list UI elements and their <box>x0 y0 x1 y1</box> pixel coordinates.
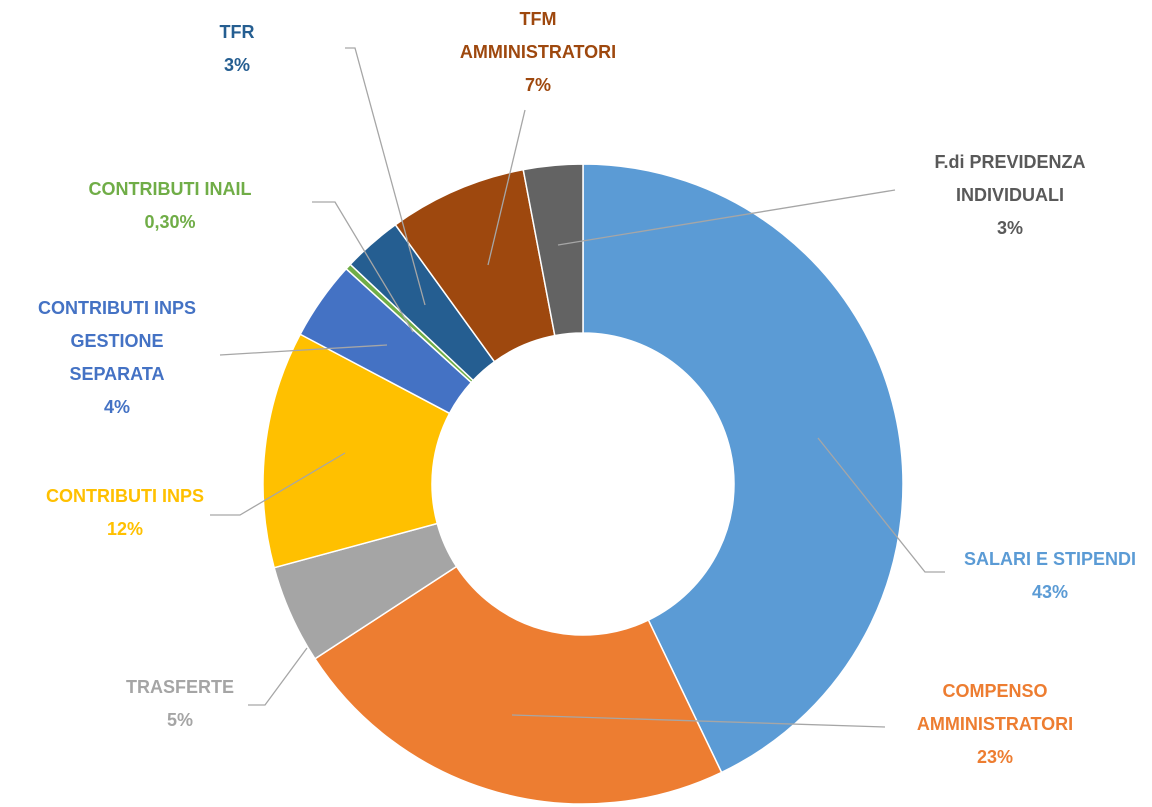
leader-line <box>210 452 346 516</box>
leader-line <box>511 714 886 728</box>
value-label: 3% <box>997 218 1023 238</box>
category-label: TRASFERTE <box>126 677 234 697</box>
category-label: CONTRIBUTI INAIL <box>89 179 252 199</box>
category-label: F.di PREVIDENZA INDIVIDUALI <box>934 152 1085 205</box>
value-label: 12% <box>107 519 143 539</box>
leader-line <box>219 344 388 356</box>
label-line: AMMINISTRATORI <box>460 42 616 62</box>
leader-line <box>345 47 426 306</box>
label-line: CONTRIBUTI INAIL <box>89 179 252 199</box>
value-label: 0,30% <box>144 212 195 232</box>
category-label: TFR <box>220 22 255 42</box>
leader-line <box>817 437 945 573</box>
donut-segment <box>582 163 904 774</box>
value-label: 7% <box>525 75 551 95</box>
leader-line <box>487 109 526 266</box>
donut-segment <box>262 333 451 569</box>
label-line: INDIVIDUALI <box>956 185 1064 205</box>
label-line: F.di PREVIDENZA <box>934 152 1085 172</box>
label-line: TFM <box>520 9 557 29</box>
value-label: 43% <box>1032 582 1068 602</box>
label-line: SEPARATA <box>69 364 164 384</box>
category-label: COMPENSO AMMINISTRATORI <box>917 681 1073 734</box>
leader-line <box>248 647 308 706</box>
label-line: COMPENSO <box>942 681 1047 701</box>
label-line: CONTRIBUTI INPS <box>38 298 196 318</box>
category-label: CONTRIBUTI INPS <box>46 486 204 506</box>
label-line: SALARI E STIPENDI <box>964 549 1136 569</box>
category-label: SALARI E STIPENDI <box>964 549 1136 569</box>
label-line: TRASFERTE <box>126 677 234 697</box>
value-label: 5% <box>167 710 193 730</box>
value-label: 4% <box>104 397 130 417</box>
label-line: GESTIONE <box>70 331 163 351</box>
label-line: CONTRIBUTI INPS <box>46 486 204 506</box>
category-label: CONTRIBUTI INPS GESTIONE SEPARATA <box>38 298 196 384</box>
value-label: 3% <box>224 55 250 75</box>
leader-line <box>312 201 414 333</box>
value-label: 23% <box>977 747 1013 767</box>
donut-segment <box>522 163 584 337</box>
category-label: TFM AMMINISTRATORI <box>460 9 616 62</box>
leader-line <box>557 189 896 246</box>
label-line: AMMINISTRATORI <box>917 714 1073 734</box>
label-line: TFR <box>220 22 255 42</box>
donut-segment <box>313 565 723 805</box>
